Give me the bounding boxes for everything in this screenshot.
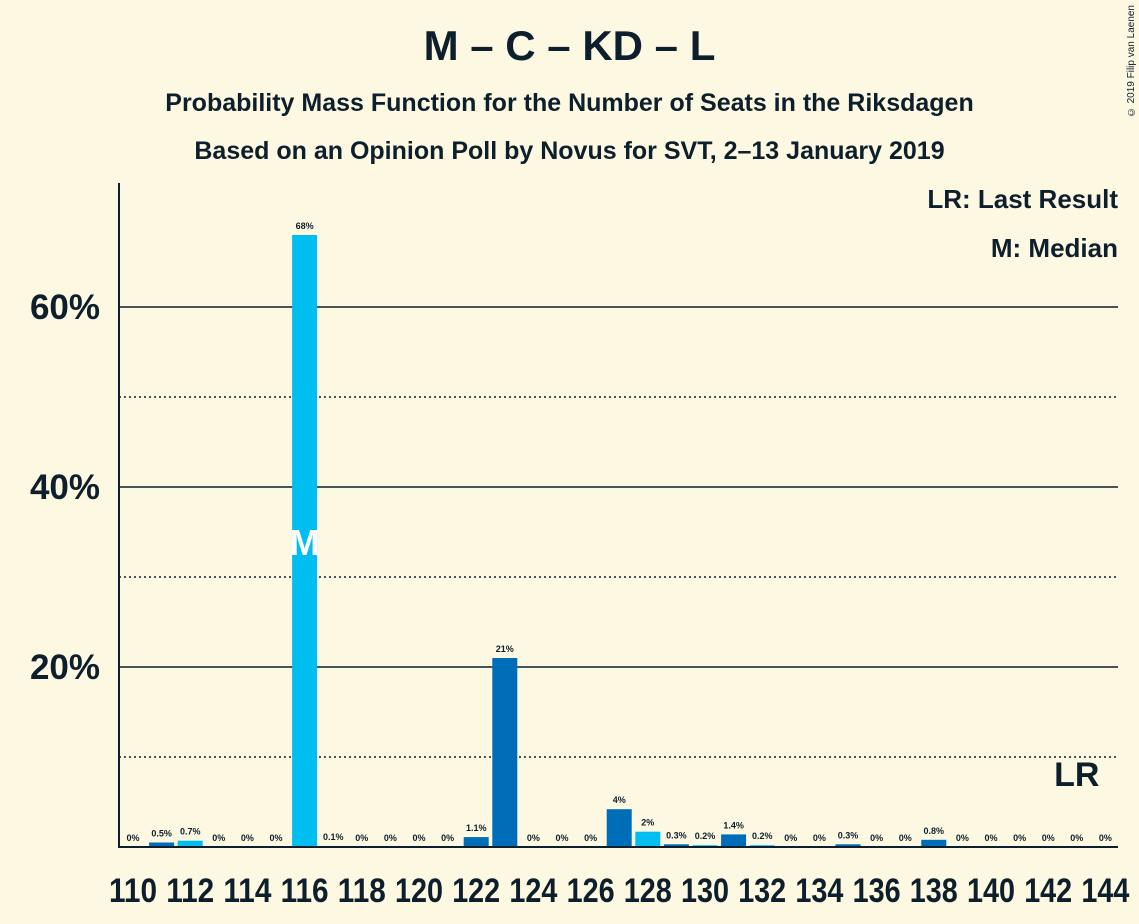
x-tick-label: 138 xyxy=(910,872,958,910)
value-label-seat-121: 0% xyxy=(441,833,454,843)
bar-seat-138 xyxy=(921,839,947,847)
bars xyxy=(149,235,947,847)
chart-title: M – C – KD – L xyxy=(423,22,716,69)
gridlines xyxy=(119,306,1118,758)
value-label-seat-123: 21% xyxy=(496,644,514,654)
bar-seat-129 xyxy=(663,844,689,847)
bar-seat-127 xyxy=(606,809,632,847)
y-tick-label: 20% xyxy=(30,648,100,687)
last-result-marker: LR xyxy=(1054,756,1099,794)
markers: M LR xyxy=(290,522,1100,794)
bar-seat-128 xyxy=(635,831,661,847)
x-tick-label: 136 xyxy=(853,872,901,910)
value-label-seat-132: 0.2% xyxy=(752,831,773,841)
x-tick-label: 128 xyxy=(624,872,672,910)
bar-seat-112 xyxy=(177,840,203,847)
x-tick-label: 124 xyxy=(509,872,557,910)
value-label-seat-140: 0% xyxy=(984,833,997,843)
value-label-seat-122: 1.1% xyxy=(466,823,487,833)
value-label-seat-112: 0.7% xyxy=(180,827,201,837)
value-label-seat-138: 0.8% xyxy=(924,826,945,836)
value-label-seat-143: 0% xyxy=(1070,833,1083,843)
value-label-seat-141: 0% xyxy=(1013,833,1026,843)
value-label-seat-127: 4% xyxy=(613,795,626,805)
value-label-seat-129: 0.3% xyxy=(666,830,687,840)
y-tick-label: 60% xyxy=(30,288,100,327)
value-label-seat-128: 2% xyxy=(641,818,654,828)
value-label-seat-134: 0% xyxy=(813,833,826,843)
value-label-seat-131: 1.4% xyxy=(723,820,744,830)
x-tick-label: 112 xyxy=(166,872,214,910)
value-labels: 0% 0.5% 0.7% 0% 0% 0% 68% 0.1% 0% 0% 0% 0% 1.1% 21% 0%… xyxy=(126,221,1111,843)
value-label-seat-130: 0.2% xyxy=(695,831,716,841)
y-tick-labels: 20% 40% 60% xyxy=(30,288,100,687)
value-label-seat-120: 0% xyxy=(412,833,425,843)
x-tick-label: 126 xyxy=(567,872,615,910)
x-tick-label: 114 xyxy=(223,872,271,910)
value-label-seat-119: 0% xyxy=(384,833,397,843)
x-tick-label: 130 xyxy=(681,872,729,910)
bar-seat-131 xyxy=(721,834,747,847)
value-label-seat-136: 0% xyxy=(870,833,883,843)
x-tick-labels: 110 112 114 116 118 120 122 124 126 128 130 132 134 1… xyxy=(109,872,1129,910)
x-tick-label: 118 xyxy=(338,872,386,910)
x-tick-label: 134 xyxy=(795,872,843,910)
value-label-seat-111: 0.5% xyxy=(151,829,172,839)
bar-seat-122 xyxy=(463,837,489,847)
x-tick-label: 110 xyxy=(109,872,157,910)
median-marker: M xyxy=(290,522,320,563)
chart-subtitle: Probability Mass Function for the Number… xyxy=(165,89,974,117)
legend-last-result: LR: Last Result xyxy=(927,184,1118,214)
value-label-seat-116: 68% xyxy=(296,221,314,231)
chart-subtitle-source: Based on an Opinion Poll by Novus for SV… xyxy=(194,137,945,165)
bar-seat-135 xyxy=(835,844,861,847)
y-tick-label: 40% xyxy=(30,468,100,507)
value-label-seat-117: 0.1% xyxy=(323,832,344,842)
value-label-seat-115: 0% xyxy=(269,833,282,843)
value-label-seat-124: 0% xyxy=(527,833,540,843)
bar-seat-116 xyxy=(292,235,318,847)
legend-median: M: Median xyxy=(990,233,1118,263)
x-tick-label: 132 xyxy=(738,872,786,910)
x-tick-label: 116 xyxy=(281,872,329,910)
value-label-seat-135: 0.3% xyxy=(838,830,859,840)
value-label-seat-133: 0% xyxy=(784,833,797,843)
axes xyxy=(118,183,1118,848)
value-label-seat-118: 0% xyxy=(355,833,368,843)
x-tick-label: 122 xyxy=(452,872,500,910)
x-tick-label: 142 xyxy=(1024,872,1072,910)
value-label-seat-125: 0% xyxy=(555,833,568,843)
value-label-seat-139: 0% xyxy=(956,833,969,843)
bar-seat-123 xyxy=(492,658,518,847)
value-label-seat-113: 0% xyxy=(212,833,225,843)
value-label-seat-126: 0% xyxy=(584,833,597,843)
x-tick-label: 144 xyxy=(1081,872,1129,910)
value-label-seat-114: 0% xyxy=(241,833,254,843)
x-tick-label: 120 xyxy=(395,872,443,910)
value-label-seat-137: 0% xyxy=(899,833,912,843)
value-label-seat-144: 0% xyxy=(1099,833,1112,843)
value-label-seat-142: 0% xyxy=(1042,833,1055,843)
x-tick-label: 140 xyxy=(967,872,1015,910)
bar-seat-111 xyxy=(149,842,175,847)
value-label-seat-110: 0% xyxy=(126,833,139,843)
